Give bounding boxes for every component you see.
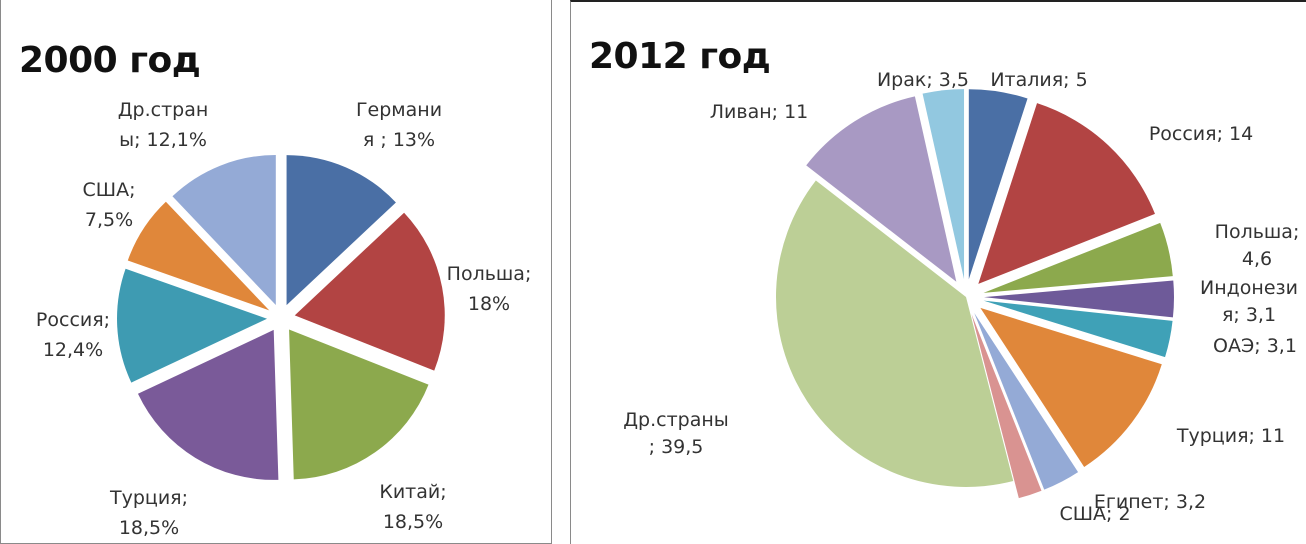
slice-label-ливан: Ливан; 11	[710, 101, 809, 123]
slice-label-line: ОАЭ; 3,1	[1213, 335, 1297, 357]
slice-label-сша: США; 2	[1059, 503, 1130, 525]
slice-label-line: Ливан; 11	[710, 101, 809, 123]
pie-slice-германия	[286, 155, 396, 306]
slice-label-line: Индонези	[1200, 277, 1298, 299]
pie-slice-оаэ	[983, 300, 1173, 358]
chart-2000-panel: 2000 год Германи я ; 13% Польша; 18% Китай; 1…	[0, 0, 552, 544]
pie-slice-др-страны	[172, 154, 276, 305]
slice-label-line: Турция;	[109, 487, 188, 509]
slice-label-line: 4,6	[1242, 248, 1272, 270]
slice-label-line: Польша;	[447, 263, 532, 285]
slice-label-line: ; 39,5	[649, 436, 704, 458]
slice-label-индонезия: Индонези я; 3,1	[1200, 277, 1298, 326]
slice-label-ирак: Ирак; 3,5	[877, 69, 969, 91]
pie-slice-турция	[137, 329, 279, 480]
slice-label-line: Ирак; 3,5	[877, 69, 969, 91]
slice-label-line: ы; 12,1%	[119, 129, 207, 151]
slice-label-польша: Польша; 4,6	[1215, 221, 1300, 270]
slice-label-line: Египет; 3,2	[1094, 491, 1206, 513]
pie-slice-др-страны	[776, 180, 1014, 487]
pie-slice-китай	[289, 329, 429, 480]
pie-slice-польша	[983, 222, 1173, 293]
slice-label-line: Германи	[356, 99, 442, 121]
chart-title-2000: 2000 год	[19, 40, 201, 81]
pie-slice-сша	[971, 314, 1042, 499]
slice-label-line: я ; 13%	[363, 129, 435, 151]
slice-label-италия: Италия; 5	[990, 69, 1087, 91]
slice-label-россия: Россия; 12,4%	[36, 309, 110, 361]
slice-label-line: Польша;	[1215, 221, 1300, 243]
slice-label-line: США;	[83, 179, 136, 201]
slice-label-line: Турция; 11	[1176, 425, 1285, 447]
pie-slice-ливан	[806, 96, 957, 282]
slice-label-line: Россия;	[36, 309, 110, 331]
slice-label-турция: Турция; 18,5%	[109, 487, 188, 539]
slice-label-line: США; 2	[1059, 503, 1130, 525]
chart-title-2012: 2012 год	[589, 36, 771, 77]
slice-label-line: я; 3,1	[1222, 304, 1276, 326]
slice-label-line: Др.стран	[118, 99, 209, 121]
slice-label-line: 18,5%	[119, 517, 179, 539]
slice-label-др-страны: Др.страны ; 39,5	[623, 409, 729, 458]
slice-label-россия: Россия; 14	[1149, 123, 1253, 145]
slice-label-др-страны: Др.стран ы; 12,1%	[118, 99, 209, 151]
slice-label-line: 18,5%	[383, 511, 443, 533]
slice-label-оаэ: ОАЭ; 3,1	[1213, 335, 1297, 357]
pie-slice-польша	[294, 212, 445, 371]
slice-label-германия: Германи я ; 13%	[356, 99, 442, 151]
pie-slice-индонезия	[983, 280, 1174, 318]
slice-label-египет: Египет; 3,2	[1094, 491, 1206, 513]
slice-label-line: 7,5%	[85, 209, 133, 231]
pie-slice-турция	[980, 307, 1162, 467]
pie-slice-египет	[974, 312, 1079, 490]
pie-chart-2000: Германи я ; 13%Польша; 18%Китай; 18,5%Турци…	[36, 99, 532, 539]
slice-label-line: Китай;	[379, 481, 446, 503]
slice-label-китай: Китай; 18,5%	[379, 481, 446, 533]
pie-slice-россия	[978, 103, 1155, 284]
slice-label-сша: США; 7,5%	[83, 179, 136, 231]
pie-slice-россия	[117, 268, 268, 383]
slice-label-польша: Польша; 18%	[447, 263, 532, 315]
slice-label-line: Др.страны	[623, 409, 729, 431]
pie-slice-италия	[968, 89, 1028, 280]
slice-label-line: Россия; 14	[1149, 123, 1253, 145]
slice-label-line: 18%	[468, 293, 510, 315]
pie-slice-ирак	[922, 89, 965, 280]
slice-label-турция: Турция; 11	[1176, 425, 1285, 447]
slice-label-line: 12,4%	[43, 339, 103, 361]
pie-slice-сша	[127, 201, 270, 311]
chart-2012-panel: 2012 год Италия; 5 Россия; 14 Польша; 4,6 Ин…	[570, 0, 1306, 544]
slice-label-line: Италия; 5	[990, 69, 1087, 91]
pie-chart-2012: Италия; 5 Россия; 14 Польша; 4,6 Индонези я; …	[623, 69, 1300, 525]
